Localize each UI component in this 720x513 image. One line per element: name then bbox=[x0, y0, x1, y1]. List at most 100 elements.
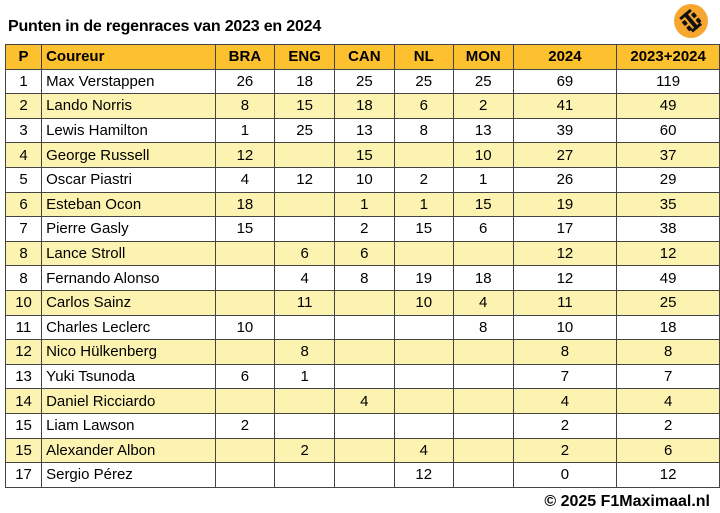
cell-eng bbox=[274, 142, 335, 168]
cell-total-2024: 17 bbox=[512, 216, 618, 242]
cell-nl bbox=[393, 142, 454, 168]
cell-position: 14 bbox=[4, 388, 43, 414]
cell-nl: 2 bbox=[393, 166, 454, 193]
cell-can bbox=[333, 314, 395, 341]
cell-mon: 13 bbox=[452, 117, 514, 144]
cell-driver: Daniel Ricciardo bbox=[41, 388, 216, 414]
cell-mon: 25 bbox=[452, 68, 514, 95]
cell-driver: Oscar Piastri bbox=[41, 166, 216, 193]
cell-can: 6 bbox=[333, 240, 395, 267]
cell-total-2024: 41 bbox=[512, 93, 618, 119]
cell-driver: Max Verstappen bbox=[41, 68, 216, 95]
cell-total-2024: 7 bbox=[512, 363, 618, 390]
cell-mon: 15 bbox=[452, 191, 514, 218]
f1-car-icon bbox=[674, 4, 708, 38]
cell-position: 5 bbox=[4, 166, 43, 193]
cell-driver: Lance Stroll bbox=[41, 240, 216, 267]
table-row: 15 Liam Lawson 2 2 2 bbox=[4, 412, 720, 439]
cell-can: 10 bbox=[333, 166, 395, 193]
cell-total-2024: 69 bbox=[512, 68, 618, 95]
cell-mon bbox=[452, 339, 514, 365]
cell-total-2023-2024: 12 bbox=[616, 240, 720, 267]
cell-bra: 1 bbox=[214, 117, 276, 144]
cell-position: 10 bbox=[4, 289, 43, 316]
cell-bra: 6 bbox=[214, 363, 276, 390]
table-row: 8 Lance Stroll 6 6 12 12 bbox=[4, 240, 720, 267]
cell-bra bbox=[214, 388, 276, 414]
cell-position: 11 bbox=[4, 314, 43, 341]
table-row: 8 Fernando Alonso 4 8 19 18 12 49 bbox=[4, 265, 720, 291]
cell-total-2023-2024: 8 bbox=[616, 339, 720, 365]
cell-mon bbox=[452, 462, 514, 488]
cell-driver: Fernando Alonso bbox=[41, 265, 216, 291]
cell-nl bbox=[393, 412, 454, 439]
cell-mon: 8 bbox=[452, 314, 514, 341]
cell-driver: Carlos Sainz bbox=[41, 289, 216, 316]
cell-can bbox=[333, 363, 395, 390]
cell-position: 7 bbox=[4, 216, 43, 242]
column-header-total-2024: 2024 bbox=[512, 44, 618, 70]
table-row: 3 Lewis Hamilton 1 25 13 8 13 39 60 bbox=[4, 117, 720, 144]
cell-position: 13 bbox=[4, 363, 43, 390]
cell-nl: 15 bbox=[393, 216, 454, 242]
cell-total-2023-2024: 29 bbox=[616, 166, 720, 193]
cell-can bbox=[333, 289, 395, 316]
table-row: 13 Yuki Tsunoda 6 1 7 7 bbox=[4, 363, 720, 390]
cell-eng: 15 bbox=[274, 93, 335, 119]
cell-can bbox=[333, 339, 395, 365]
column-header-driver: Coureur bbox=[41, 44, 216, 70]
cell-bra bbox=[214, 265, 276, 291]
cell-driver: Esteban Ocon bbox=[41, 191, 216, 218]
table-row: 11 Charles Leclerc 10 8 10 18 bbox=[4, 314, 720, 341]
cell-bra: 8 bbox=[214, 93, 276, 119]
cell-total-2024: 27 bbox=[512, 142, 618, 168]
cell-mon: 4 bbox=[452, 289, 514, 316]
cell-nl bbox=[393, 314, 454, 341]
cell-position: 8 bbox=[4, 240, 43, 267]
cell-position: 2 bbox=[4, 93, 43, 119]
cell-mon bbox=[452, 388, 514, 414]
cell-can bbox=[333, 462, 395, 488]
cell-can bbox=[333, 437, 395, 464]
table-row: 15 Alexander Albon 2 4 2 6 bbox=[4, 437, 720, 464]
cell-total-2024: 0 bbox=[512, 462, 618, 488]
cell-total-2024: 11 bbox=[512, 289, 618, 316]
column-header-bra: BRA bbox=[214, 44, 276, 70]
cell-eng: 2 bbox=[274, 437, 335, 464]
cell-total-2023-2024: 18 bbox=[616, 314, 720, 341]
table-row: 1 Max Verstappen 26 18 25 25 25 69 119 bbox=[4, 68, 720, 95]
cell-eng bbox=[274, 462, 335, 488]
cell-mon: 6 bbox=[452, 216, 514, 242]
cell-eng: 1 bbox=[274, 363, 335, 390]
cell-total-2024: 2 bbox=[512, 437, 618, 464]
cell-eng bbox=[274, 388, 335, 414]
cell-total-2023-2024: 25 bbox=[616, 289, 720, 316]
cell-bra bbox=[214, 240, 276, 267]
cell-can: 4 bbox=[333, 388, 395, 414]
cell-total-2023-2024: 37 bbox=[616, 142, 720, 168]
cell-can: 18 bbox=[333, 93, 395, 119]
table-row: 4 George Russell 12 15 10 27 37 bbox=[4, 142, 720, 168]
cell-can: 25 bbox=[333, 68, 395, 95]
cell-bra bbox=[214, 437, 276, 464]
cell-bra: 4 bbox=[214, 166, 276, 193]
cell-position: 8 bbox=[4, 265, 43, 291]
cell-nl: 8 bbox=[393, 117, 454, 144]
cell-driver: Pierre Gasly bbox=[41, 216, 216, 242]
column-header-nl: NL bbox=[393, 44, 454, 70]
cell-bra bbox=[214, 339, 276, 365]
table-row: 5 Oscar Piastri 4 12 10 2 1 26 29 bbox=[4, 166, 720, 193]
cell-eng: 11 bbox=[274, 289, 335, 316]
cell-total-2023-2024: 2 bbox=[616, 412, 720, 439]
cell-position: 1 bbox=[4, 68, 43, 95]
cell-bra bbox=[214, 462, 276, 488]
table-row: 17 Sergio Pérez 12 0 12 bbox=[4, 462, 720, 488]
cell-nl: 6 bbox=[393, 93, 454, 119]
cell-mon bbox=[452, 437, 514, 464]
page-title: Punten in de regenraces van 2023 en 2024 bbox=[8, 18, 322, 35]
cell-total-2023-2024: 12 bbox=[616, 462, 720, 488]
cell-can bbox=[333, 412, 395, 439]
cell-mon: 2 bbox=[452, 93, 514, 119]
cell-mon bbox=[452, 363, 514, 390]
table-row: 2 Lando Norris 8 15 18 6 2 41 49 bbox=[4, 93, 720, 119]
